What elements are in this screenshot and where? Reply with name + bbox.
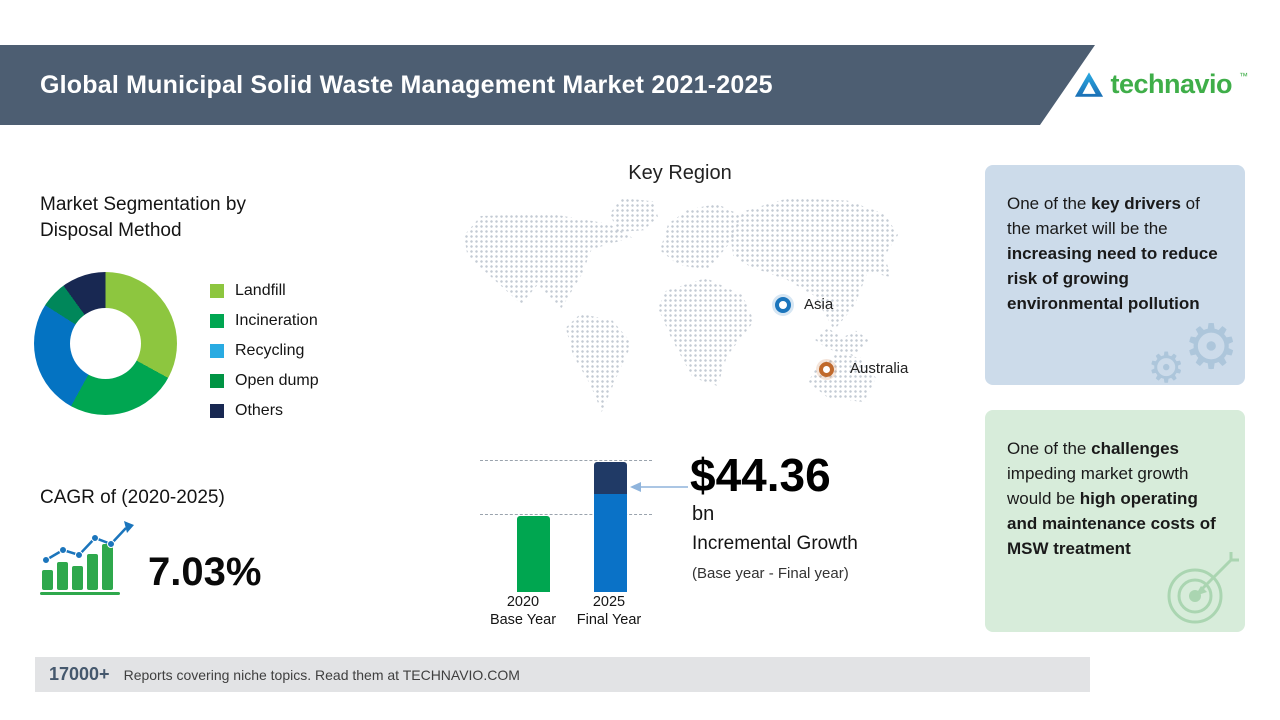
donut-legend: Landfill Incineration Recycling Open dum… bbox=[210, 276, 319, 426]
challenges-card: One of the challenges impeding market gr… bbox=[985, 410, 1245, 632]
challenge-text-2: challenges bbox=[1091, 439, 1179, 458]
driver-text-2: key drivers bbox=[1091, 194, 1181, 213]
challenge-text-3: impeding market growth would be bbox=[1007, 464, 1189, 508]
incremental-growth-chart bbox=[480, 452, 652, 592]
bar-2025-caption: Final Year bbox=[576, 612, 642, 628]
continent-africa bbox=[658, 278, 754, 386]
bar-2025-year: 2025 bbox=[592, 594, 626, 610]
bar-2025-top bbox=[594, 462, 627, 494]
reports-count: 17000+ bbox=[49, 664, 110, 684]
segmentation-title-line2: Disposal Method bbox=[40, 220, 182, 241]
asia-marker bbox=[775, 297, 791, 313]
bar-2020-caption: Base Year bbox=[489, 612, 557, 628]
gridline bbox=[480, 514, 652, 515]
page-title: Global Municipal Solid Waste Management … bbox=[40, 70, 773, 99]
legend-label: Recycling bbox=[235, 342, 305, 359]
legend-label: Others bbox=[235, 402, 284, 419]
key-region-title: Key Region bbox=[628, 162, 732, 184]
technavio-logo: technavio ™ bbox=[1074, 71, 1248, 98]
bar-2020-label: 2020 Base Year bbox=[480, 593, 566, 629]
gridline bbox=[480, 460, 652, 461]
growth-arrow-icon bbox=[630, 482, 688, 492]
incremental-growth-unit: bn bbox=[692, 503, 715, 525]
challenge-text-4: high operating and maintenance costs of … bbox=[1007, 489, 1216, 558]
continent-greenland bbox=[610, 198, 658, 232]
cagr-value: 7.03% bbox=[148, 550, 262, 594]
bar-2020-year: 2020 bbox=[506, 594, 540, 610]
bar-2025-label: 2025 Final Year bbox=[566, 593, 652, 629]
world-map: Asia Australia bbox=[462, 196, 908, 424]
technavio-logo-icon bbox=[1075, 72, 1104, 97]
footer-bar: 17000+ Reports covering niche topics. Re… bbox=[35, 657, 1090, 692]
technavio-logo-text: technavio bbox=[1110, 69, 1232, 99]
legend-swatch bbox=[210, 374, 224, 388]
target-arrow-icon bbox=[1167, 552, 1239, 624]
challenge-text-1: One of the bbox=[1007, 439, 1092, 458]
asia-label: Asia bbox=[804, 296, 834, 313]
legend-swatch bbox=[210, 344, 224, 358]
bar-2025-base bbox=[594, 494, 627, 592]
legend-label: Open dump bbox=[235, 372, 319, 389]
legend-swatch bbox=[210, 314, 224, 328]
islands-southeast-asia bbox=[814, 328, 870, 356]
segmentation-title-line1: Market Segmentation by bbox=[40, 194, 246, 215]
legend-item: Open dump bbox=[210, 366, 319, 396]
key-drivers-card: One of the key drivers of the market wil… bbox=[985, 165, 1245, 385]
continent-north-america bbox=[464, 214, 632, 309]
legend-swatch bbox=[210, 284, 224, 298]
legend-item: Landfill bbox=[210, 276, 319, 306]
continent-europe bbox=[660, 204, 742, 270]
australia-marker bbox=[819, 362, 834, 377]
cagr-label: CAGR of (2020-2025) bbox=[40, 487, 225, 508]
header: Global Municipal Solid Waste Management … bbox=[0, 45, 1280, 125]
trademark-symbol: ™ bbox=[1239, 71, 1248, 81]
bar-2025 bbox=[594, 462, 627, 592]
incremental-growth-label: Incremental Growth bbox=[692, 533, 858, 554]
footer-text: Reports covering niche topics. Read them… bbox=[123, 666, 520, 683]
segmentation-title: Market Segmentation by Disposal Method bbox=[40, 192, 246, 244]
driver-text-3: of the market will be the bbox=[1007, 194, 1200, 238]
bar-2020 bbox=[517, 516, 550, 592]
incremental-growth-note: (Base year - Final year) bbox=[692, 565, 849, 582]
gear-icon: ⚙ bbox=[1183, 313, 1239, 382]
legend-label: Incineration bbox=[235, 312, 318, 329]
legend-swatch bbox=[210, 404, 224, 418]
chart-axis-labels: 2020 Base Year 2025 Final Year bbox=[480, 593, 652, 629]
driver-text-4: increasing need to reduce risk of growin… bbox=[1007, 244, 1218, 313]
australia-label: Australia bbox=[850, 360, 909, 377]
incremental-growth-value: $44.36 bbox=[690, 449, 831, 501]
legend-item: Recycling bbox=[210, 336, 319, 366]
gear-icon: ⚙ bbox=[1147, 344, 1185, 386]
donut-chart bbox=[34, 272, 177, 415]
growth-trend-icon bbox=[40, 521, 134, 595]
legend-label: Landfill bbox=[235, 282, 286, 299]
continent-south-america bbox=[565, 314, 632, 412]
driver-text-1: One of the bbox=[1007, 194, 1092, 213]
legend-item: Incineration bbox=[210, 306, 319, 336]
legend-item: Others bbox=[210, 396, 319, 426]
